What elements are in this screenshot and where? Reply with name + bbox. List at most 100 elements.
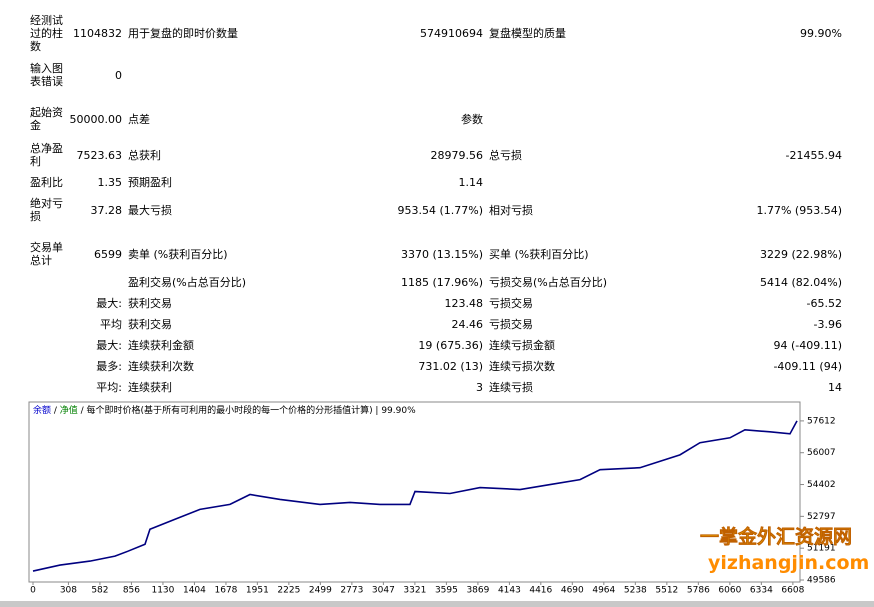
item-label: 连续亏损 [489,380,533,394]
row-label: 交易单总计 [30,241,63,267]
item-label: 最大亏损 [128,203,172,217]
watermark-url: yizhangjin.com [708,552,870,574]
header-part: / 每个即时价格(基于所有可利用的最小时段的每一个价格的分形插值计算) | 99… [78,404,416,416]
item-value: 94 (-409.11) [773,338,842,352]
item-value: 99.90% [800,26,842,40]
item-label: 连续亏损金额 [489,338,555,352]
item-value: -65.52 [806,296,842,310]
row-value: 1.35 [97,175,123,189]
balance-line [32,420,798,572]
x-tick-label: 6608 [781,586,804,596]
x-tick-label: 856 [123,586,140,596]
item-value: 28979.56 [430,148,484,162]
x-tick-label: 4416 [529,586,552,596]
item-value: 19 (675.36) [418,338,483,352]
header-part: / [51,406,60,416]
x-tick-label: 3321 [403,586,426,596]
x-tick-label: 5238 [624,586,647,596]
x-tick-label: 1404 [183,586,206,596]
x-tick-label: 5512 [655,586,678,596]
item-value: 3229 (22.98%) [759,247,842,261]
item-label: 预期盈利 [128,175,172,189]
item-value: 24.46 [451,317,484,331]
item-label: 亏损交易 [489,317,533,331]
item-value: 123.48 [444,296,484,310]
row-label: 绝对亏损 [30,197,63,223]
row-sublabel: 平均 [100,317,122,331]
item-label: 买单 (%获利百分比) [489,247,589,261]
item-label: 复盘模型的质量 [489,26,566,40]
item-value: 1185 (17.96%) [400,275,483,289]
item-label: 卖单 (%获利百分比) [128,247,228,261]
row-label: 起始资金 [30,106,63,132]
row-label: 输入图表错误 [30,62,63,88]
y-tick-label: 56007 [807,448,836,458]
x-tick-label: 2499 [309,586,332,596]
x-tick-label: 3869 [466,586,489,596]
item-value: 1.77% (953.54) [756,203,842,217]
x-tick-label: 2773 [340,586,363,596]
row-value: 0 [115,68,122,82]
item-value: 574910694 [420,26,483,40]
y-tick-label: 57612 [807,416,836,426]
row-value: 37.28 [90,203,123,217]
x-tick-label: 1130 [151,586,174,596]
header-part: 净值 [60,404,78,416]
item-label: 亏损交易 [489,296,533,310]
item-value: 参数 [461,112,483,126]
item-label: 总获利 [128,148,161,162]
item-label: 用于复盘的即时价数量 [128,26,238,40]
row-sublabel: 最大: [96,338,122,352]
row-label: 盈利比 [30,175,63,189]
x-tick-label: 3047 [372,586,395,596]
item-value: 14 [828,380,842,394]
x-tick-label: 308 [60,586,77,596]
item-label: 获利交易 [128,296,172,310]
item-label: 获利交易 [128,317,172,331]
x-tick-label: 6334 [750,586,773,596]
item-label: 连续获利金额 [128,338,194,352]
row-sublabel: 最多: [96,359,122,373]
item-value: -3.96 [813,317,842,331]
x-tick-label: 4690 [561,586,584,596]
y-tick-label: 49586 [807,576,836,586]
y-tick-label: 52797 [807,512,836,522]
row-label: 经测试过的柱数 [30,13,63,53]
item-label: 亏损交易(%占总百分比) [489,275,608,289]
item-label: 总亏损 [489,148,522,162]
watermark-title: 一掌金外汇资源网 [700,526,853,549]
item-label: 相对亏损 [489,203,533,217]
x-tick-label: 0 [30,586,36,596]
row-sublabel: 平均: [96,380,122,394]
row-sublabel: 最大: [96,296,122,310]
header-part: 余额 [33,404,51,416]
item-label: 连续获利 [128,380,172,394]
chart-header: 余额 / 净值 / 每个即时价格(基于所有可利用的最小时段的每一个价格的分形插值… [33,404,416,416]
x-tick-label: 6060 [718,586,741,596]
item-label: 连续亏损次数 [489,359,555,373]
item-value: 1.14 [458,175,484,189]
item-value: -21455.94 [785,148,842,162]
row-label: 总净盈利 [30,142,63,168]
row-value: 1104832 [73,26,122,40]
item-value: -409.11 (94) [773,359,842,373]
row-value: 7523.63 [76,148,123,162]
item-value: 731.02 (13) [418,359,483,373]
x-tick-label: 1678 [215,586,238,596]
y-tick-label: 51191 [807,544,836,554]
x-tick-label: 2225 [277,586,300,596]
x-tick-label: 582 [91,586,108,596]
item-label: 点差 [128,112,150,126]
row-value: 6599 [94,247,122,261]
item-value: 953.54 (1.77%) [397,203,483,217]
x-tick-label: 4964 [592,586,615,596]
x-tick-label: 3595 [435,586,458,596]
x-tick-label: 4143 [498,586,521,596]
item-label: 盈利交易(%占总百分比) [128,275,247,289]
item-value: 3 [476,380,483,394]
item-value: 3370 (13.15%) [400,247,483,261]
y-tick-label: 54402 [807,480,836,490]
item-value: 5414 (82.04%) [759,275,842,289]
